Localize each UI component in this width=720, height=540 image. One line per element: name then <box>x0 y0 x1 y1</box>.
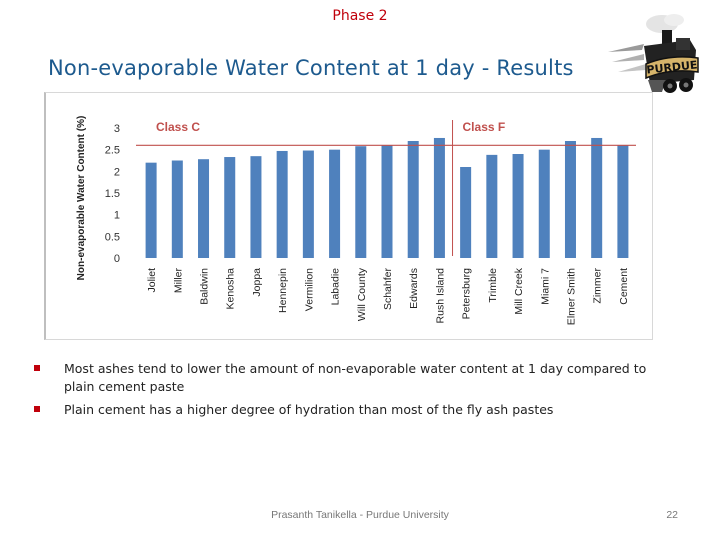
x-tick-label: Will County <box>356 267 368 321</box>
x-tick-label: Miller <box>172 268 184 294</box>
x-tick-label: Kenosha <box>225 268 237 310</box>
bar <box>276 150 288 258</box>
bullet-item: Most ashes tend to lower the amount of n… <box>30 360 650 396</box>
bar <box>617 145 629 258</box>
bar <box>250 156 262 258</box>
y-tick-label: 2.5 <box>105 145 120 157</box>
bar <box>198 159 210 258</box>
x-tick-label: Edwards <box>408 268 420 309</box>
bullet-icon <box>34 406 40 412</box>
bar <box>145 162 157 258</box>
footer-credit: Prasanth Tanikella - Purdue University <box>271 509 449 521</box>
bar <box>407 141 419 258</box>
x-tick-label: Elmer Smith <box>565 268 577 325</box>
bullet-text: Plain cement has a higher degree of hydr… <box>64 402 554 417</box>
x-tick-label: Joppa <box>251 268 263 297</box>
y-tick-label: 0 <box>114 253 120 265</box>
bullet-text: Most ashes tend to lower the amount of n… <box>64 361 647 394</box>
x-tick-label: Rush Island <box>434 268 446 324</box>
x-tick-label: Petersburg <box>461 268 473 320</box>
y-tick-label: 0.5 <box>105 231 120 243</box>
x-tick-label: Labadie <box>330 268 342 306</box>
bar <box>355 146 367 258</box>
bar <box>512 154 524 258</box>
bar <box>460 167 472 258</box>
bar <box>224 157 236 258</box>
purdue-train-logo-icon: PURDUE <box>608 14 699 93</box>
class-f-label: Class F <box>463 120 506 134</box>
x-tick-label: Hennepin <box>277 268 289 313</box>
bullet-list: Most ashes tend to lower the amount of n… <box>30 360 650 424</box>
bar <box>433 137 445 258</box>
phase-label: Phase 2 <box>332 8 388 24</box>
bar <box>381 145 393 258</box>
x-tick-label: Schahfer <box>382 268 394 311</box>
x-tick-label: Vermilion <box>303 268 315 311</box>
x-tick-label: Trimble <box>487 268 499 303</box>
bar <box>564 141 576 258</box>
y-axis-title: Non-evaporable Water Content (%) <box>76 116 87 281</box>
x-tick-label: Zimmer <box>592 267 604 303</box>
y-tick-label: 3 <box>114 123 120 135</box>
x-tick-label: Mill Creek <box>513 267 525 314</box>
bar <box>302 150 314 258</box>
x-tick-label: Cement <box>618 268 630 305</box>
logo-text: PURDUE <box>646 58 698 76</box>
bar <box>591 137 603 258</box>
y-tick-label: 2 <box>114 166 120 178</box>
x-tick-label: Miami 7 <box>539 268 551 305</box>
bar <box>329 149 341 258</box>
bar <box>486 154 498 258</box>
bar <box>538 149 550 258</box>
class-c-label: Class C <box>156 120 200 134</box>
y-tick-label: 1 <box>114 210 120 222</box>
bullet-icon <box>34 365 40 371</box>
x-tick-label: Joliet <box>146 268 158 293</box>
bar <box>171 160 183 258</box>
slide-title: Non-evaporable Water Content at 1 day - … <box>48 56 574 80</box>
page-number: 22 <box>666 509 678 521</box>
y-tick-label: 1.5 <box>105 188 120 200</box>
bullet-item: Plain cement has a higher degree of hydr… <box>30 401 650 419</box>
chart-frame: Non-evaporable Water Content (%) 0 0.5 1 1.5… <box>44 92 653 340</box>
water-content-chart: Non-evaporable Water Content (%) 0 0.5 1 1.5… <box>76 116 636 325</box>
x-tick-label: Baldwin <box>199 268 211 305</box>
